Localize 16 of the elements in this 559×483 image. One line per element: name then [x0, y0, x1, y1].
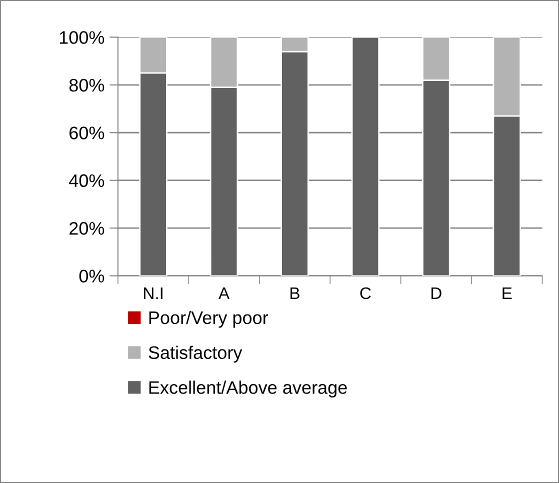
y-tick-label: 40%: [69, 174, 104, 188]
y-tick-label: 0%: [79, 270, 104, 283]
y-tick-label: 80%: [69, 78, 104, 92]
y-tick-label: 100%: [60, 31, 104, 44]
x-tick-label: N.I: [144, 288, 162, 299]
legend-label: Satisfactory: [148, 346, 242, 363]
y-tick-label: 60%: [70, 126, 104, 140]
x-tick-label: E: [502, 288, 512, 299]
y-tick-label: 20%: [70, 222, 104, 235]
legend-label: Poor/Very poor: [149, 310, 268, 328]
x-tick-label: D: [432, 288, 442, 299]
x-tick-label: A: [218, 288, 230, 299]
x-tick-label: C: [360, 287, 371, 300]
x-tick-label: B: [290, 288, 300, 299]
bar: [351, 37, 380, 276]
legend-label: Excellent/Above average: [149, 380, 347, 398]
